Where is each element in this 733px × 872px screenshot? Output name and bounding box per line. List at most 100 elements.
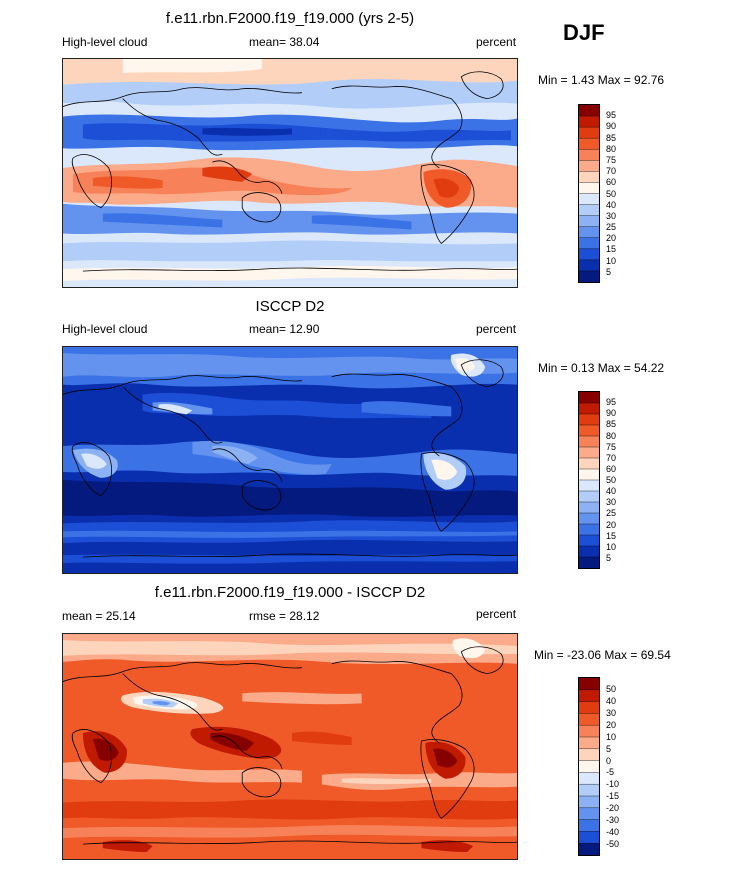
colorbar-tick-label: 50 (606, 475, 617, 485)
colorbar-box (579, 182, 599, 194)
colorbar-box (579, 480, 599, 492)
colorbar-tick-label: -5 (606, 767, 615, 778)
colorbar-box (579, 447, 599, 459)
colorbar-box (579, 513, 599, 525)
panel-1-minmax-label: Min = 1.43 Max = 92.76 (538, 73, 665, 87)
colorbar-tick-label: -15 (606, 791, 620, 802)
panel-3-title: f.e11.rbn.F2000.f19_f19.000 - ISCCP D2 (154, 584, 426, 601)
colorbar-tick-label: 40 (606, 486, 617, 497)
panel-1-variable-label: High-level cloud (62, 35, 148, 49)
colorbar-tick-label: 5 (606, 266, 612, 277)
colorbar-box (579, 737, 599, 750)
colorbar-tick-label: 60 (606, 177, 617, 188)
colorbar-box (579, 502, 599, 514)
colorbar-box (579, 535, 599, 547)
colorbar-box (579, 772, 599, 785)
panel-2-variable-label: High-level cloud (62, 322, 148, 336)
colorbar-tick-label: 70 (606, 452, 617, 463)
colorbar-tick-label: 40 (606, 199, 617, 210)
colorbar-box (579, 831, 599, 844)
colorbar-tick-label: 20 (606, 519, 617, 530)
panel-3-mean-label: mean = 25.14 (62, 609, 136, 623)
colorbar-tick-label: 0 (606, 755, 612, 766)
panel-3-map (62, 633, 518, 860)
colorbar-box (579, 237, 599, 250)
colorbar-tick-label: -40 (606, 827, 620, 838)
colorbar-box (579, 138, 599, 150)
colorbar-box (579, 403, 599, 415)
colorbar-box (579, 105, 599, 117)
colorbar-box (579, 819, 599, 832)
colorbar-box (579, 127, 599, 139)
colorbar-box (579, 807, 599, 820)
colorbar-tick-label: 95 (606, 397, 617, 408)
colorbar-tick-label: 25 (606, 222, 617, 233)
colorbar-tick-label: 75 (606, 441, 617, 452)
colorbar-tick-label: 30 (606, 497, 617, 508)
colorbar-tick-label: -50 (606, 839, 620, 850)
colorbar-box (579, 149, 599, 161)
colorbar-box (579, 259, 599, 272)
colorbar-box (579, 713, 599, 726)
panel-1-colorbar (578, 104, 600, 283)
colorbar-box (579, 796, 599, 809)
colorbar-tick-label: 60 (606, 463, 617, 474)
colorbar-box (579, 226, 599, 239)
colorbar-tick-label: 75 (606, 154, 617, 165)
colorbar-box (579, 469, 599, 481)
panel-2-title: ISCCP D2 (255, 298, 325, 315)
panel-3-units-label: percent (476, 607, 517, 621)
colorbar-box (579, 270, 599, 282)
colorbar-box (579, 557, 599, 568)
panel-2-colorbar (578, 391, 600, 569)
colorbar-tick-label: 85 (606, 132, 617, 143)
panel-3-rmse-label: rmse = 28.12 (249, 609, 320, 623)
colorbar-box (579, 784, 599, 797)
colorbar-box (579, 491, 599, 503)
colorbar-tick-label: 50 (606, 683, 617, 694)
panel-1-title: f.e11.rbn.F2000.f19_f19.000 (yrs 2-5) (165, 10, 415, 27)
colorbar-box (579, 215, 599, 227)
colorbar-tick-label: 80 (606, 143, 617, 154)
colorbar-box (579, 701, 599, 714)
colorbar-tick-label: 15 (606, 530, 617, 541)
colorbar-box (579, 193, 599, 205)
colorbar-tick-label: 50 (606, 188, 617, 199)
colorbar-box (579, 425, 599, 437)
colorbar-box (579, 436, 599, 448)
colorbar-tick-label: 5 (606, 743, 612, 754)
panel-1-mean-label: mean= 38.04 (249, 35, 320, 49)
colorbar-box (579, 678, 599, 691)
colorbar-tick-label: 20 (606, 719, 617, 730)
colorbar-box (579, 414, 599, 426)
colorbar-tick-label: 10 (606, 541, 617, 552)
colorbar-tick-label: 80 (606, 430, 617, 441)
colorbar-tick-label: 5 (606, 552, 612, 563)
colorbar-box (579, 524, 599, 536)
panel-2-mean-label: mean= 12.90 (249, 322, 320, 336)
colorbar-box (579, 843, 599, 855)
colorbar-tick-label: 30 (606, 210, 617, 221)
panel-2-minmax-label: Min = 0.13 Max = 54.22 (538, 361, 665, 375)
colorbar-tick-label: 95 (606, 110, 617, 121)
colorbar-box (579, 546, 599, 558)
colorbar-box (579, 458, 599, 470)
colorbar-tick-label: 10 (606, 255, 617, 266)
colorbar-tick-label: 85 (606, 419, 617, 430)
colorbar-tick-label: 70 (606, 166, 617, 177)
colorbar-tick-label: 15 (606, 244, 617, 255)
colorbar-box (579, 392, 599, 404)
colorbar-tick-label: 10 (606, 731, 617, 742)
colorbar-tick-label: 25 (606, 508, 617, 519)
colorbar-box (579, 204, 599, 216)
colorbar-box (579, 760, 599, 773)
colorbar-tick-label: 30 (606, 707, 617, 718)
colorbar-tick-label: -30 (606, 815, 620, 826)
colorbar-box (579, 171, 599, 183)
colorbar-tick-label: -20 (606, 803, 620, 814)
panel-2-units-label: percent (476, 322, 517, 336)
colorbar-box (579, 748, 599, 761)
colorbar-box (579, 248, 599, 261)
panel-1-map (62, 58, 518, 288)
panel-1-units-label: percent (476, 35, 517, 49)
